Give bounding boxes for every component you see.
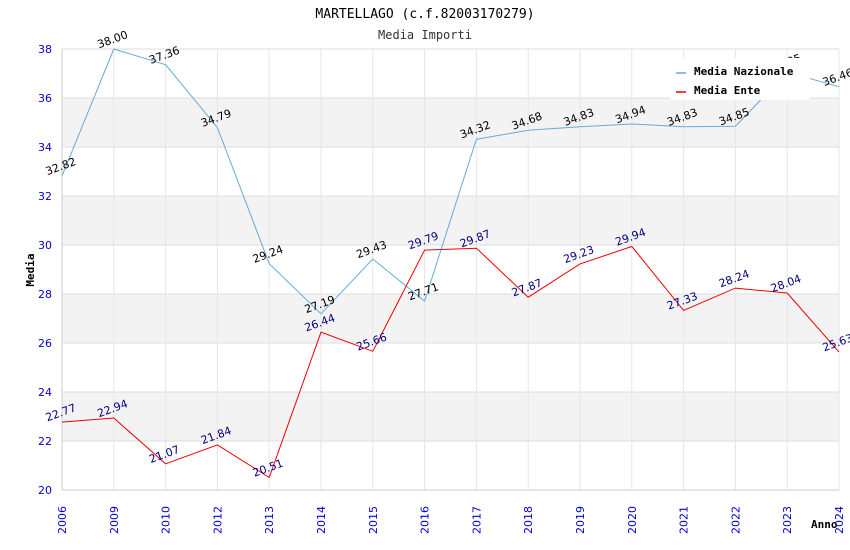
grid-band [62, 392, 839, 441]
y-tick-label: 36 [38, 92, 52, 105]
y-tick-label: 38 [38, 43, 52, 56]
series-lines [61, 48, 840, 479]
x-tick-label: 2020 [626, 506, 639, 534]
grid-bands [62, 98, 839, 441]
x-tick-label: 2015 [367, 506, 380, 534]
x-tick-label: 2019 [574, 506, 587, 534]
y-axis-label: Media [24, 253, 37, 286]
y-tick-label: 24 [38, 386, 52, 399]
legend: Media Nazionale Media Ente [670, 58, 810, 100]
grid-lines [61, 48, 840, 491]
x-tick-label: 2013 [263, 506, 276, 534]
x-tick-label: 2022 [729, 506, 742, 534]
x-tick-label: 2010 [160, 506, 173, 534]
series-line-media-nazionale [61, 48, 840, 315]
x-tick-label: 2024 [833, 506, 846, 534]
y-axis-ticks: 20 22 24 26 28 30 32 34 36 38 [38, 43, 52, 497]
series-line-media-ente [61, 245, 840, 479]
x-tick-label: 2006 [56, 506, 69, 534]
x-tick-label: 2021 [678, 506, 691, 534]
legend-label-nazionale: Media Nazionale [694, 65, 794, 78]
grid-band [62, 294, 839, 343]
x-tick-label: 2012 [211, 506, 224, 534]
x-tick-label: 2009 [108, 506, 121, 534]
y-tick-label: 20 [38, 484, 52, 497]
y-tick-label: 26 [38, 337, 52, 350]
x-tick-label: 2017 [470, 506, 483, 534]
x-axis-label: Anno [811, 518, 838, 531]
y-tick-label: 34 [38, 141, 52, 154]
y-tick-label: 22 [38, 435, 52, 448]
x-tick-label: 2023 [781, 506, 794, 534]
chart-subtitle: Media Importi [378, 28, 472, 42]
y-tick-label: 32 [38, 190, 52, 203]
y-tick-label: 30 [38, 239, 52, 252]
x-tick-label: 2018 [522, 506, 535, 534]
chart-title: MARTELLAGO (c.f.82003170279) [315, 7, 534, 22]
legend-label-ente: Media Ente [694, 84, 761, 97]
y-tick-label: 28 [38, 288, 52, 301]
grid-band [62, 98, 839, 147]
legend-box [670, 58, 810, 100]
x-tick-label: 2016 [419, 506, 432, 534]
x-axis-ticks: 2006 2009 2010 2012 2013 2014 2015 2016 2017 2018… [56, 506, 846, 534]
x-tick-label: 2014 [315, 506, 328, 534]
